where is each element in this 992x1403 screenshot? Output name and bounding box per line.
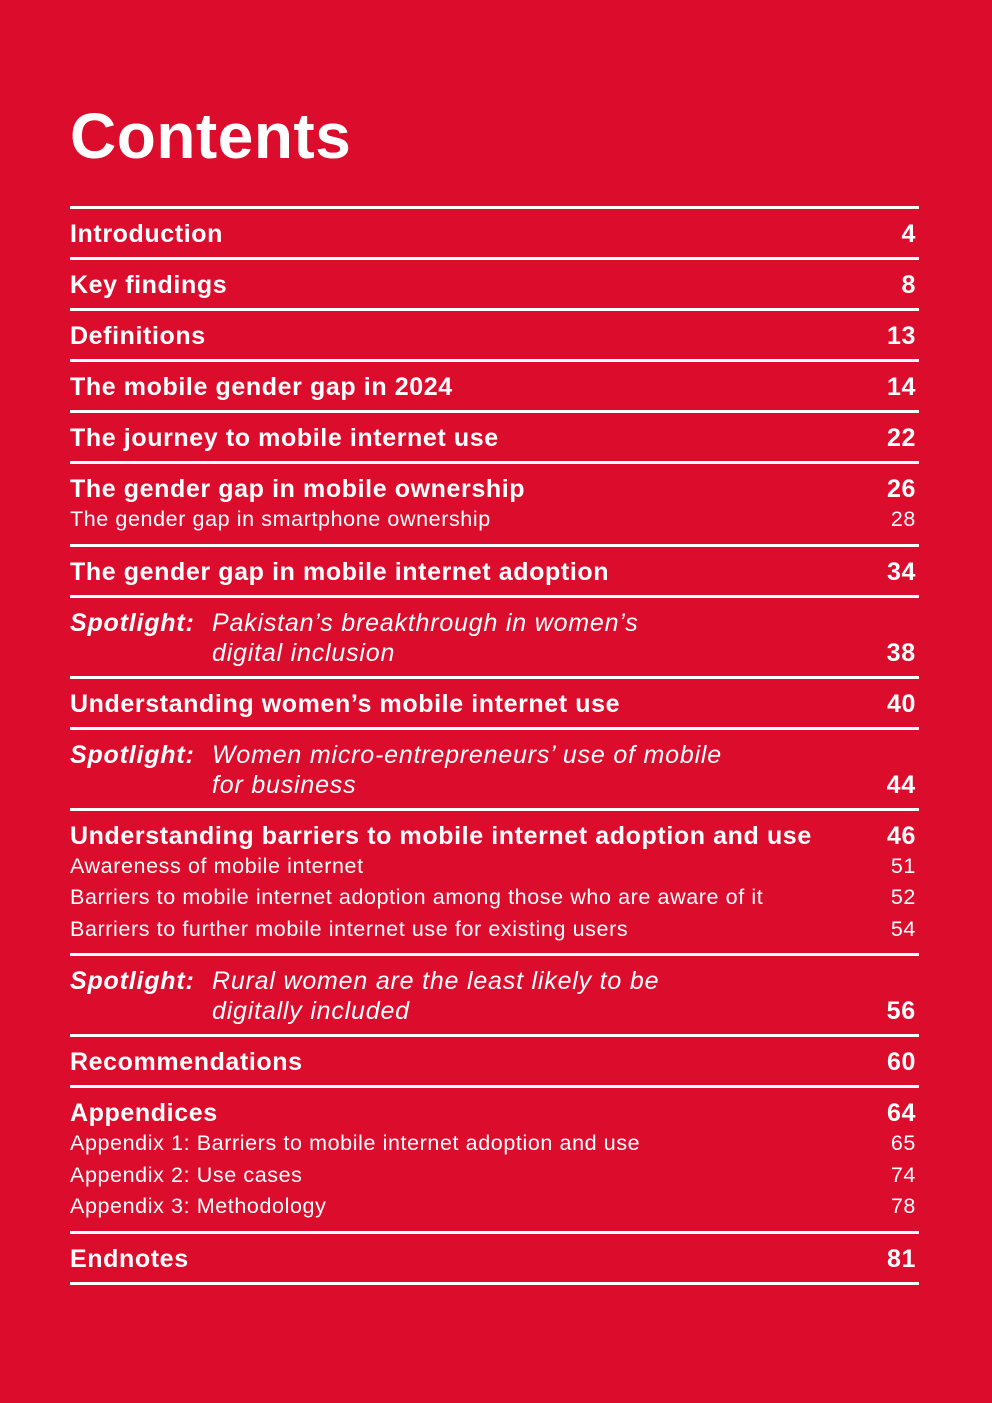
toc-entry-page: 40 [886, 689, 916, 718]
toc-sub-entry-page: 52 [890, 885, 916, 909]
spotlight-title-line-2: digital inclusion [212, 638, 396, 667]
toc-entry-label: Understanding women’s mobile internet us… [70, 689, 621, 718]
spotlight-prefix: Spotlight: [70, 967, 195, 995]
toc-sub-entry[interactable]: Barriers to further mobile internet use … [70, 914, 919, 946]
toc-section-barriers: Understanding barriers to mobile interne… [70, 811, 919, 956]
toc-entry-label: Understanding barriers to mobile interne… [70, 821, 812, 850]
toc-entry-label: Recommendations [70, 1048, 303, 1076]
toc-entry-page: 26 [886, 475, 916, 503]
toc-entry-label: The gender gap in mobile internet adopti… [70, 557, 610, 586]
toc-section-endnotes: Endnotes 81 [70, 1234, 919, 1285]
toc-sub-list: Appendix 1: Barriers to mobile internet … [70, 1128, 919, 1231]
toc-spotlight-entrepreneurs[interactable]: Spotlight: Women micro-entrepreneurs’ use… [70, 730, 919, 811]
toc-entry[interactable]: The mobile gender gap in 2024 14 [70, 362, 919, 410]
spotlight-title-line-2: for business [212, 770, 357, 799]
toc-sub-entry[interactable]: Appendix 3: Methodology 78 [70, 1191, 919, 1223]
toc-section-gender-gap-2024: The mobile gender gap in 2024 14 [70, 362, 919, 413]
spotlight-title-line-1: Women micro-entrepreneurs’ use of mobile [212, 740, 722, 769]
toc-sub-entry-page: 51 [890, 853, 916, 878]
toc-sub-list: The gender gap in smartphone ownership 2… [70, 504, 919, 544]
toc-section-journey: The journey to mobile internet use 22 [70, 413, 919, 464]
toc-entry-label: Endnotes [70, 1244, 189, 1273]
toc-entry-page: 44 [886, 770, 916, 799]
toc-section-understanding-use: Understanding women’s mobile internet us… [70, 679, 919, 730]
toc-entry-page: 13 [886, 322, 916, 350]
toc-entry-label: Appendices [70, 1099, 218, 1127]
toc-section-introduction: Introduction 4 [70, 209, 919, 260]
spotlight-title-line-1: Rural women are the least likely to be [212, 967, 660, 995]
toc-sub-entry[interactable]: The gender gap in smartphone ownership 2… [70, 504, 919, 536]
toc-entry-page: 8 [901, 271, 916, 299]
toc-entry-label: The journey to mobile internet use [70, 424, 499, 452]
toc-spotlight-pakistan[interactable]: Spotlight: Pakistan’s breakthrough in wom… [70, 598, 919, 679]
toc-sub-entry-label: Appendix 1: Barriers to mobile internet … [70, 1131, 641, 1155]
toc-sub-entry[interactable]: Appendix 1: Barriers to mobile internet … [70, 1128, 919, 1160]
spotlight-prefix: Spotlight: [70, 740, 195, 769]
toc-entry[interactable]: The gender gap in mobile ownership 26 [70, 464, 919, 512]
toc-section-definitions: Definitions 13 [70, 311, 919, 362]
toc-entry-page: 81 [886, 1244, 916, 1273]
toc-entry[interactable]: Recommendations 60 [70, 1037, 919, 1085]
toc-sub-entry-page: 28 [890, 507, 916, 531]
toc-sub-entry-label: Awareness of mobile internet [70, 853, 364, 878]
spotlight-title-line-1: Pakistan’s breakthrough in women’s [212, 608, 639, 637]
toc-sub-entry-page: 65 [890, 1131, 916, 1155]
spotlight-line-2: digitally included 56 [70, 996, 919, 1026]
toc-entry[interactable]: Definitions 13 [70, 311, 919, 359]
toc-section-recommendations: Recommendations 60 [70, 1037, 919, 1088]
toc-entry-page: 38 [886, 638, 916, 667]
spotlight-prefix: Spotlight: [70, 608, 195, 637]
toc-entry[interactable]: Endnotes 81 [70, 1234, 919, 1282]
toc-entry[interactable]: Appendices 64 [70, 1088, 919, 1136]
contents-page: Contents Introduction 4 Key findings 8 D… [70, 96, 919, 1285]
toc-sub-entry-label: Appendix 2: Use cases [70, 1162, 303, 1187]
toc-sub-entry-label: Barriers to further mobile internet use … [70, 916, 629, 941]
toc-section-appendices: Appendices 64 Appendix 1: Barriers to mo… [70, 1088, 919, 1234]
toc-entry[interactable]: The journey to mobile internet use 22 [70, 413, 919, 461]
toc-sub-entry-label: Appendix 3: Methodology [70, 1194, 327, 1218]
spotlight-line-1: Spotlight: Women micro-entrepreneurs’ use… [70, 740, 919, 770]
spotlight-title-line-2: digitally included [212, 997, 410, 1025]
toc-sub-entry-page: 74 [890, 1162, 916, 1187]
toc-sub-entry[interactable]: Appendix 2: Use cases 74 [70, 1160, 919, 1192]
toc-entry-page: 14 [886, 373, 916, 401]
spotlight-line-2: for business 44 [70, 770, 919, 800]
toc-entry-page: 64 [886, 1099, 916, 1127]
toc-entry-page: 34 [886, 557, 916, 586]
toc-entry-label: Key findings [70, 271, 228, 299]
toc-entry-page: 46 [886, 821, 916, 850]
toc-entry[interactable]: Understanding barriers to mobile interne… [70, 811, 919, 859]
table-of-contents: Introduction 4 Key findings 8 Definition… [70, 206, 919, 1285]
toc-section-ownership: The gender gap in mobile ownership 26 Th… [70, 464, 919, 547]
toc-section-key-findings: Key findings 8 [70, 260, 919, 311]
toc-entry-label: The gender gap in mobile ownership [70, 475, 526, 503]
toc-spotlight-rural[interactable]: Spotlight: Rural women are the least like… [70, 956, 919, 1037]
toc-entry[interactable]: The gender gap in mobile internet adopti… [70, 547, 919, 595]
toc-entry-label: Introduction [70, 220, 224, 248]
toc-entry-page: 60 [886, 1048, 916, 1076]
spotlight-line-2: digital inclusion 38 [70, 638, 919, 668]
toc-entry[interactable]: Introduction 4 [70, 209, 919, 257]
toc-entry-label: The mobile gender gap in 2024 [70, 373, 453, 401]
page-title: Contents [70, 100, 352, 172]
toc-sub-entry-page: 78 [890, 1194, 916, 1218]
toc-sub-entry[interactable]: Barriers to mobile internet adoption amo… [70, 882, 919, 914]
toc-sub-entry-page: 54 [890, 916, 916, 941]
toc-sub-list: Awareness of mobile internet 51 Barriers… [70, 851, 919, 954]
toc-section-adoption: The gender gap in mobile internet adopti… [70, 547, 919, 598]
toc-entry-page: 22 [886, 424, 916, 452]
toc-entry[interactable]: Understanding women’s mobile internet us… [70, 679, 919, 727]
spotlight-line-1: Spotlight: Rural women are the least like… [70, 966, 919, 996]
toc-sub-entry-label: The gender gap in smartphone ownership [70, 507, 491, 531]
toc-entry-page: 56 [886, 997, 916, 1025]
toc-entry-page: 4 [901, 220, 916, 248]
spotlight-line-1: Spotlight: Pakistan’s breakthrough in wom… [70, 608, 919, 638]
toc-entry[interactable]: Key findings 8 [70, 260, 919, 308]
toc-sub-entry-label: Barriers to mobile internet adoption amo… [70, 885, 764, 909]
toc-entry-label: Definitions [70, 322, 206, 350]
toc-sub-entry[interactable]: Awareness of mobile internet 51 [70, 851, 919, 883]
